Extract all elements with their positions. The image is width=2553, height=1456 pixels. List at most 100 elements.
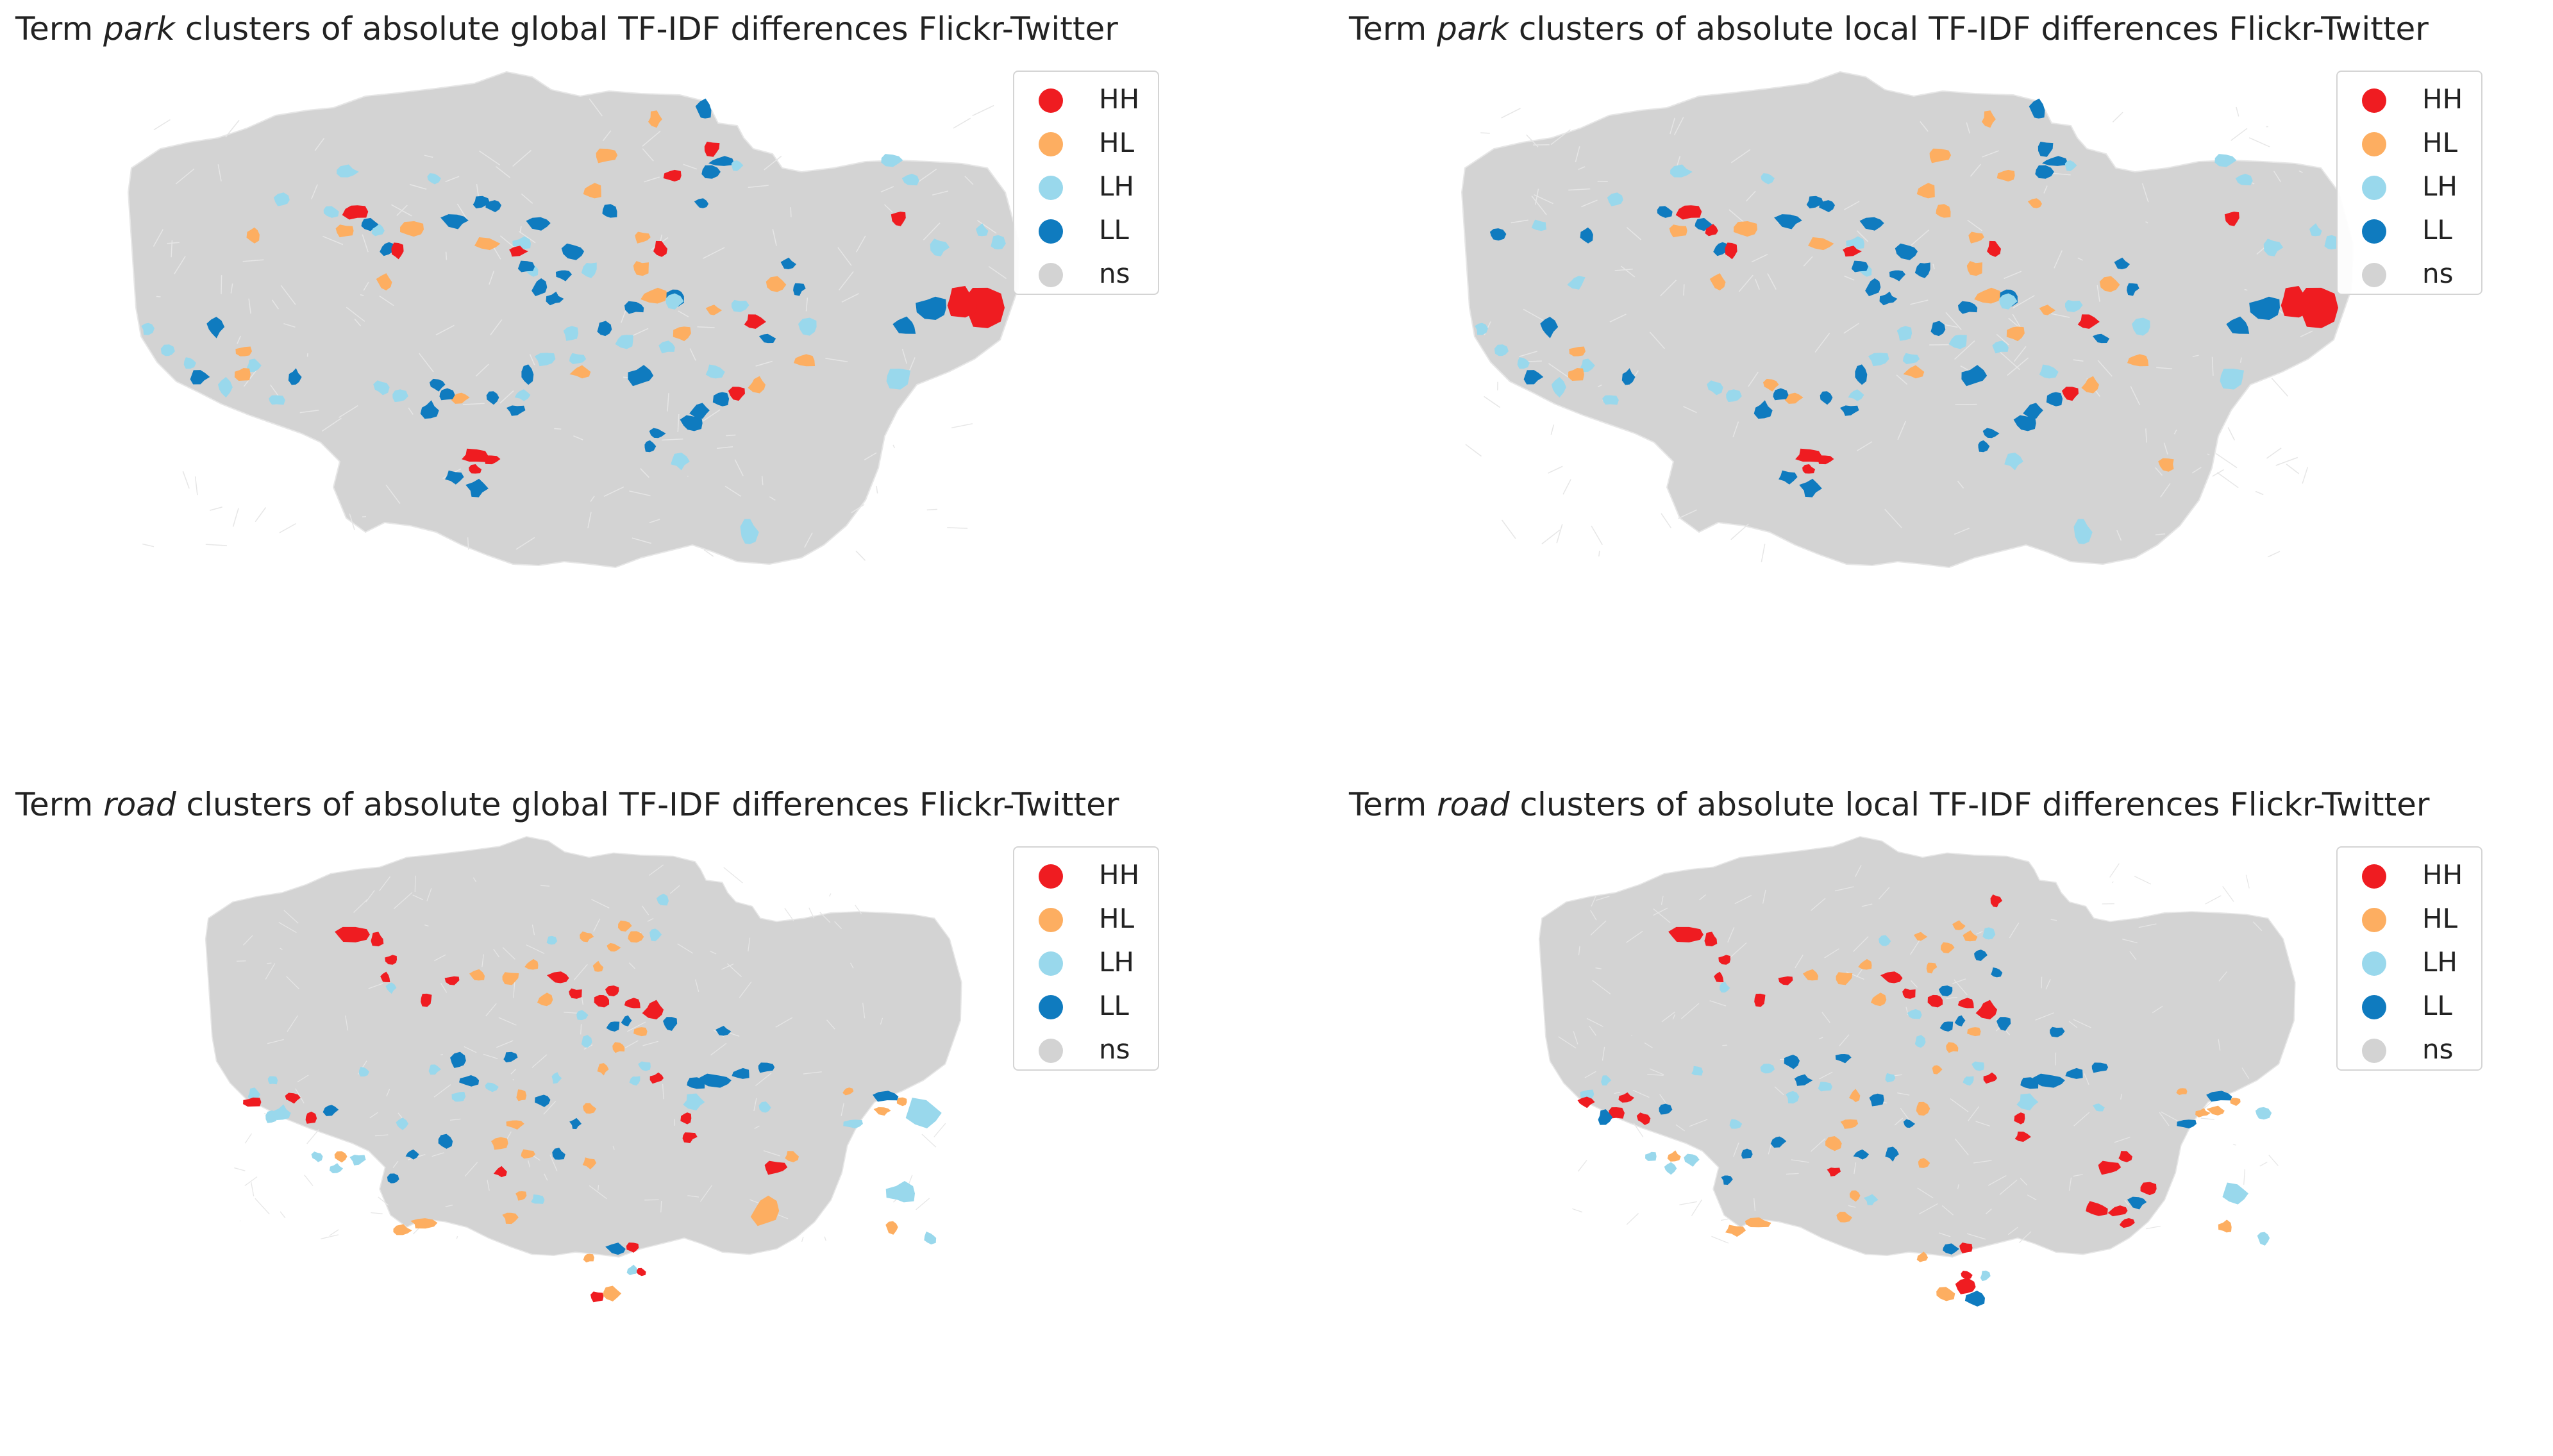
legend-item-lh: LH <box>1014 941 1158 985</box>
ward-boundary <box>1598 181 1608 182</box>
cluster-region-lh <box>906 1098 942 1128</box>
ward-boundary <box>856 551 866 560</box>
ward-boundary <box>973 106 994 116</box>
legend-marker-lh <box>2362 176 2386 200</box>
ward-boundary <box>234 1168 245 1171</box>
legend-item-hh: HH <box>2338 78 2481 122</box>
legend-label: HL <box>1099 127 1134 158</box>
cluster-region-lh <box>1602 396 1619 405</box>
legend-marker-hh <box>2362 88 2386 113</box>
ward-boundary <box>934 1123 946 1137</box>
cluster-region-hl <box>885 1221 898 1235</box>
ward-boundary <box>2201 1118 2214 1119</box>
ward-boundary <box>1627 1214 1638 1225</box>
cluster-region-hl <box>2207 1106 2225 1116</box>
ward-boundary <box>824 1237 826 1241</box>
cluster-region-lh <box>1684 1154 1699 1167</box>
legend-item-lh: LH <box>1014 165 1158 209</box>
ward-boundary <box>2228 428 2234 440</box>
legend-label: HH <box>1099 859 1139 891</box>
legend-item-hl: HL <box>1014 122 1158 165</box>
ward-boundary <box>2223 886 2234 901</box>
ward-boundary <box>951 424 973 428</box>
ward-boundary <box>1502 108 1521 118</box>
legend-marker-ns <box>1039 263 1063 287</box>
ward-boundary <box>142 544 154 547</box>
legend-label: ns <box>1099 1033 1130 1065</box>
ward-boundary <box>802 1237 803 1242</box>
cluster-region-lh <box>265 1110 279 1123</box>
legend-label: LL <box>1099 214 1129 246</box>
legend-item-hh: HH <box>2338 854 2481 898</box>
ward-boundary <box>267 963 271 964</box>
ward-boundary <box>371 1212 382 1214</box>
legend-label: ns <box>2422 1033 2454 1065</box>
ward-boundary <box>2249 138 2270 147</box>
ward-boundary <box>1502 520 1516 539</box>
legend-item-lh: LH <box>2338 941 2481 985</box>
legend-item-ns: ns <box>2338 253 2481 296</box>
cluster-region-hl <box>897 1098 907 1107</box>
cluster-region-lh <box>269 396 285 405</box>
legend-marker-hh <box>1039 864 1063 889</box>
legend-marker-ns <box>2362 1039 2386 1063</box>
ward-boundary <box>2216 453 2237 467</box>
cluster-region-hl <box>1725 1225 1746 1237</box>
ward-boundary <box>245 1177 257 1186</box>
legend-item-ll: LL <box>1014 209 1158 253</box>
ward-boundary <box>251 1182 254 1196</box>
ward-boundary <box>237 961 246 962</box>
legend-item-ll: LL <box>1014 985 1158 1028</box>
map-legend: HH HL LH LL ns <box>1013 846 1159 1071</box>
ward-boundary <box>1572 1209 1582 1212</box>
ward-boundary <box>953 118 971 128</box>
cluster-region-hh <box>1955 1278 1976 1294</box>
ward-boundary <box>305 1175 313 1186</box>
cluster-region-lh <box>2256 1107 2272 1119</box>
ward-boundary <box>829 894 831 897</box>
ward-boundary <box>785 908 794 921</box>
legend-marker-lh <box>1039 176 1063 200</box>
ward-boundary <box>554 429 561 430</box>
cluster-region-hl <box>335 1151 347 1163</box>
legend-label: HL <box>2422 127 2457 158</box>
ward-boundary <box>2302 467 2307 484</box>
cluster-region-ll <box>1852 261 1868 272</box>
ward-boundary <box>724 867 743 883</box>
cluster-region-hh <box>1961 1271 1972 1280</box>
legend-label: LH <box>2422 946 2457 978</box>
cluster-region-hl <box>1936 1287 1955 1301</box>
london-boundary <box>206 837 962 1257</box>
ward-boundary <box>183 471 189 489</box>
legend-marker-hl <box>2362 908 2386 932</box>
ward-boundary <box>2256 491 2263 494</box>
ward-boundary <box>1591 526 1602 544</box>
ward-boundary <box>2113 112 2123 122</box>
ward-boundary <box>156 296 161 297</box>
legend-label: LL <box>1099 990 1129 1021</box>
legend-marker-ll <box>2362 219 2386 244</box>
london-boundary <box>1462 72 2353 567</box>
ward-boundary <box>1578 1160 1586 1171</box>
ward-boundary <box>2244 1169 2245 1185</box>
ward-boundary <box>280 524 296 533</box>
ward-boundary <box>2146 1226 2161 1229</box>
cluster-region-lh <box>924 1232 936 1244</box>
map-panel-park-global: Term park clusters of absolute global TF… <box>0 0 1276 680</box>
cluster-region-hl <box>2230 1098 2240 1106</box>
map-panel-road-global: Term road clusters of absolute global TF… <box>0 776 1276 1456</box>
legend-item-hl: HL <box>2338 898 2481 941</box>
legend-label: ns <box>2422 258 2454 289</box>
ward-boundary <box>245 1134 251 1143</box>
cluster-region-hl <box>583 1254 594 1262</box>
legend-label: HL <box>1099 903 1134 934</box>
map-panel-park-local: Term park clusters of absolute local TF-… <box>1334 0 2553 680</box>
legend-marker-hl <box>1039 908 1063 932</box>
map-panel-road-local: Term road clusters of absolute local TF-… <box>1334 776 2553 1456</box>
ward-boundary <box>1548 466 1563 473</box>
ward-boundary <box>233 508 239 527</box>
ward-boundary <box>210 507 222 510</box>
legend-marker-hh <box>2362 864 2386 889</box>
cluster-region-lh <box>349 1155 365 1166</box>
ward-boundary <box>413 1228 419 1234</box>
